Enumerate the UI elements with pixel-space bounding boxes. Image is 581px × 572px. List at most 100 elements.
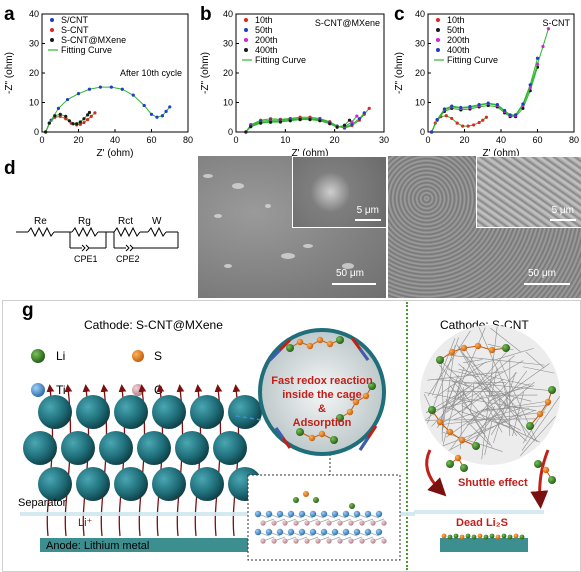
battery-schematic: Li S Ti C Separator Li⁺ Anode: Lithium m… xyxy=(18,325,561,561)
data-point-a xyxy=(47,121,51,125)
x-tick-label-c: 60 xyxy=(532,135,542,145)
y-tick-label-c: 0 xyxy=(420,127,425,137)
cnt-fiber xyxy=(470,381,475,413)
legend-marker-a xyxy=(50,28,54,32)
data-point-b xyxy=(268,120,273,124)
data-point-b xyxy=(328,122,332,126)
dead-li2s-particle xyxy=(507,534,513,540)
legend-label-c: 50th xyxy=(447,25,465,35)
cnt-fiber xyxy=(521,396,561,451)
polysulfide-chain-atom xyxy=(488,346,496,354)
mxene-atom xyxy=(359,538,365,544)
data-point-c xyxy=(508,113,512,117)
data-point-b xyxy=(347,118,352,122)
mxene-atom xyxy=(364,528,372,536)
y-tick-label-b: 40 xyxy=(223,9,233,19)
data-point-a xyxy=(87,110,92,115)
cnt-fiber xyxy=(464,382,507,384)
legend-label-b: 50th xyxy=(255,25,273,35)
mxene-sphere xyxy=(190,395,224,429)
data-point-a xyxy=(131,93,135,97)
cnt-fiber xyxy=(522,366,555,374)
separator-layer xyxy=(20,512,415,516)
y-tick-label-c: 10 xyxy=(415,98,425,108)
data-point-a xyxy=(155,115,159,119)
dead-li2s-particle xyxy=(447,534,453,540)
polysulfide-chain-atom xyxy=(352,398,360,406)
polysulfide-chain-atom xyxy=(326,340,334,348)
polysulfide-chain-bond xyxy=(299,431,335,441)
legend-marker-c xyxy=(436,48,440,52)
data-point-c xyxy=(481,118,485,122)
y-tick-label-b: 0 xyxy=(228,127,233,137)
cnt-fiber xyxy=(483,401,545,412)
polysulfide-chain-atom xyxy=(346,408,354,416)
nyquist-chart-c: 0 20 40 60 80 0 10 20 30 40 Z' (ohm) -Z" (ohm) 10th5… xyxy=(394,9,579,158)
x-tick-label-c: 80 xyxy=(569,135,579,145)
anode-right xyxy=(440,538,528,552)
legend-label-c: Fitting Curve xyxy=(447,55,498,65)
floating-chain-atom xyxy=(454,454,462,462)
x-tick-label-a: 20 xyxy=(73,135,83,145)
mxene-atom xyxy=(364,510,372,518)
x-tick-label-a: 60 xyxy=(146,135,156,145)
data-point-a xyxy=(149,112,154,116)
cnt-fiber xyxy=(445,379,504,410)
cnt-fiber xyxy=(436,379,554,392)
legend-marker-c xyxy=(436,18,440,22)
legend-label-c: 200th xyxy=(447,35,470,45)
legend-label-c: 400th xyxy=(447,45,470,55)
data-point-a xyxy=(109,85,113,89)
shuttle-label: Shuttle effect xyxy=(458,477,528,489)
data-point-a xyxy=(98,85,102,89)
mxene-sphere xyxy=(38,467,72,501)
data-point-c xyxy=(450,116,454,121)
x-tick-label-b: 0 xyxy=(233,135,238,145)
separator-layer-right xyxy=(414,510,544,514)
y-tick-label-c: 30 xyxy=(415,39,425,49)
data-point-c xyxy=(503,108,507,113)
mxene-atom xyxy=(342,528,350,536)
shuttle-arrow xyxy=(425,449,447,497)
cnt-fiber xyxy=(446,390,503,392)
cnt-fiber xyxy=(439,364,487,421)
mxene-atom xyxy=(304,520,310,526)
redox-arrow xyxy=(358,437,370,451)
dead-li2s-label: Dead Li₂S xyxy=(456,517,508,529)
sem-e-scale: 50 μm xyxy=(336,268,364,279)
data-point-b xyxy=(278,120,282,124)
data-point-a xyxy=(71,122,75,126)
polysulfide-chain-atom xyxy=(548,386,556,394)
cage-left xyxy=(258,328,386,456)
mxene-atom xyxy=(331,510,339,518)
x-tick-label-c: 0 xyxy=(425,135,430,145)
polysulfide-chain-atom xyxy=(436,356,444,364)
data-point-a xyxy=(78,120,82,124)
data-point-a xyxy=(75,122,79,126)
data-point-b xyxy=(335,125,339,129)
cnt-fiber xyxy=(520,416,556,456)
y-axis-label-b: -Z" (ohm) xyxy=(200,52,211,94)
circuit-label-cpe1: CPE1 xyxy=(74,254,98,264)
cnt-fiber xyxy=(442,362,527,442)
y-tick-label-b: 30 xyxy=(223,39,233,49)
polysulfide-chain-atom xyxy=(458,436,466,444)
cnt-fiber xyxy=(463,359,483,364)
polysulfide-chain-atom xyxy=(368,382,376,390)
cnt-fiber xyxy=(479,393,503,433)
mxene-atom xyxy=(353,528,361,536)
mxene-sphere xyxy=(152,395,186,429)
mxene-atom xyxy=(359,520,365,526)
divider-line xyxy=(406,302,408,570)
polysulfide-chain-atom xyxy=(446,428,454,436)
legend-label-a: S/CNT xyxy=(61,15,89,25)
panel-label-g: g xyxy=(22,300,34,321)
callout-line-3: & xyxy=(318,403,326,415)
cnt-fiber xyxy=(478,327,527,436)
polysulfide-chain-atom xyxy=(436,418,444,426)
mxene-atom xyxy=(298,528,306,536)
x-tick-label-c: 20 xyxy=(459,135,469,145)
adsorbed-atom xyxy=(349,503,355,509)
cnt-fiber xyxy=(448,407,530,451)
mxene-atom xyxy=(265,528,273,536)
